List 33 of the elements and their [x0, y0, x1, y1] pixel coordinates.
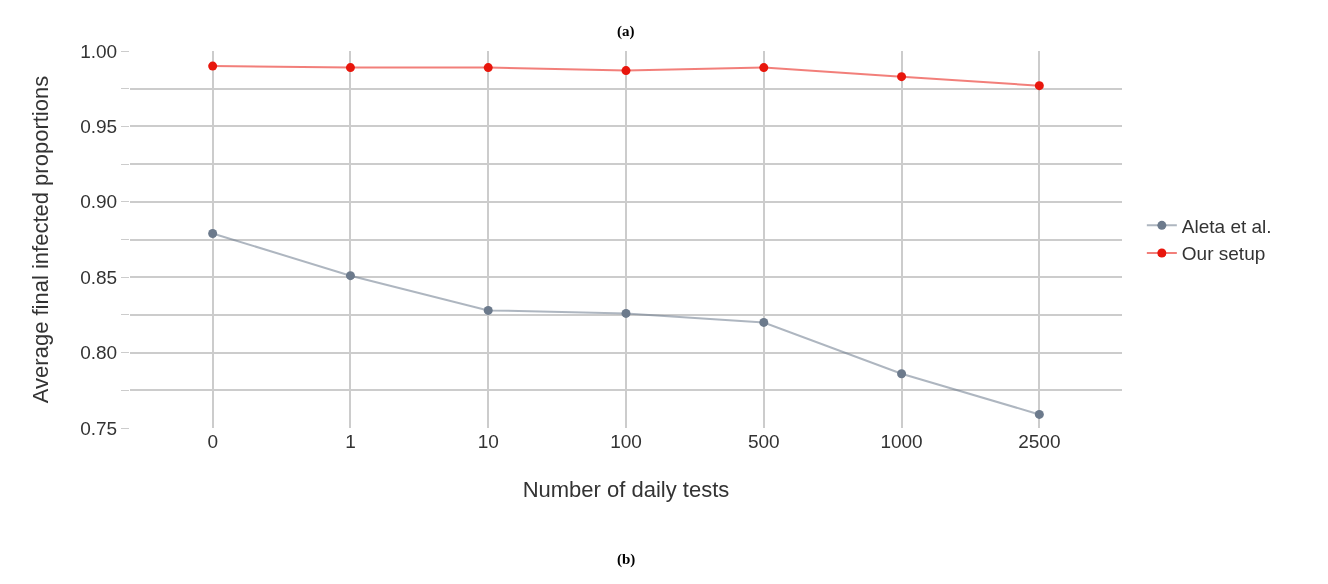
point [345, 271, 355, 281]
x-tick-label: 2500 [1018, 431, 1061, 452]
point [759, 317, 769, 327]
y-tick-label: 0.95 [80, 116, 118, 138]
x-tick-label: 100 [610, 431, 642, 452]
point [345, 63, 355, 73]
point [759, 63, 769, 73]
point [621, 308, 631, 318]
point [897, 369, 907, 379]
legend-label: Aleta et al. [1181, 215, 1272, 237]
point [483, 63, 493, 73]
y-axis-title: Average final infected proportions [28, 75, 54, 404]
y-tick-label: 1.00 [80, 40, 118, 62]
text: (b) [617, 551, 636, 568]
x-tick-label: 500 [747, 431, 780, 452]
point [621, 66, 631, 76]
point [208, 228, 218, 238]
point [1034, 81, 1044, 91]
x-tick-label: 1000 [880, 431, 923, 452]
point [1034, 409, 1044, 419]
legend-label: Our setup [1181, 243, 1266, 265]
chart-title: (a) [617, 23, 635, 40]
x-tick-label: 10 [477, 431, 499, 452]
point [897, 72, 907, 82]
point [483, 305, 493, 315]
y-tick-label: 0.85 [80, 266, 118, 288]
y-tick-label: 0.80 [80, 342, 118, 364]
y-tick-label: 0.75 [80, 417, 118, 439]
x-tick-label: 0 [207, 431, 218, 452]
x-tick-label: 1 [345, 431, 356, 452]
x-axis-title: Number of daily tests [522, 476, 730, 502]
y-tick-label: 0.90 [80, 191, 118, 213]
point [208, 61, 218, 71]
